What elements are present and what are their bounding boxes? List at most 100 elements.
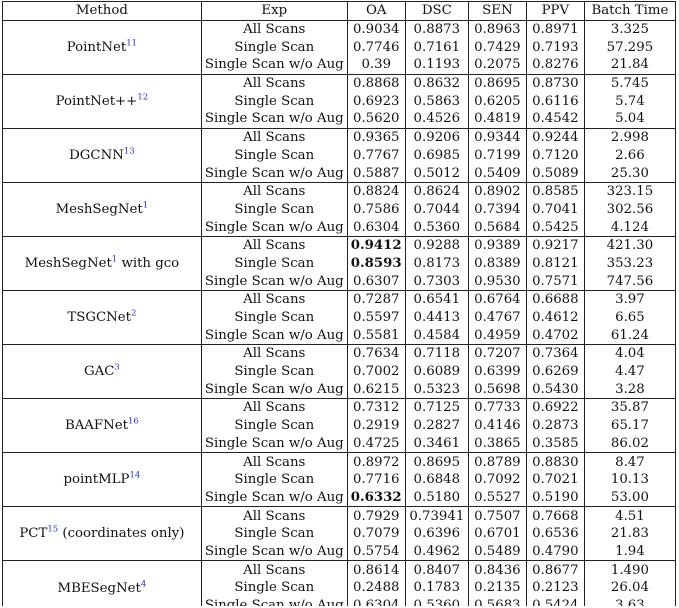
sen-cell: 0.4146 — [467, 416, 527, 435]
table-row: PointNet11 All Scans 0.9034 0.8873 0.8963 0.8… — [2, 19, 676, 75]
ppv-cell: 0.7193 — [525, 38, 585, 57]
dsc-cell: 0.5863 — [404, 92, 469, 111]
oa-cell: 0.6332 — [346, 488, 406, 508]
oa-cell: 0.7002 — [346, 362, 406, 381]
exp-cell: Single Scan — [200, 38, 348, 57]
oa-cell: 0.9365 — [346, 127, 406, 147]
table-row: BAAFNet16 All Scans 0.7312 0.7125 0.7733 0.69… — [2, 398, 676, 453]
method-name: MeshSegNet — [24, 255, 112, 271]
table-row: Single Scan w/o Aug 0.6304 0.5360 0.5683 0.5… — [3, 596, 676, 606]
exp-cell: All Scans — [200, 560, 348, 579]
citation-ref[interactable]: 12 — [137, 92, 149, 103]
dsc-cell: 0.4413 — [404, 308, 469, 327]
method-name: MBESegNet — [57, 580, 141, 596]
oa-cell: 0.7634 — [346, 344, 406, 363]
ppv-cell: 0.5430 — [525, 380, 585, 400]
ppv-cell: 0.8121 — [525, 254, 585, 273]
method-suffix: (coordinates only) — [58, 526, 185, 542]
oa-cell: 0.7312 — [346, 398, 406, 417]
ppv-cell: 0.7668 — [525, 506, 585, 525]
ppv-cell: 0.8677 — [525, 560, 585, 579]
sen-cell: 0.7429 — [467, 38, 527, 57]
dsc-cell: 0.6396 — [404, 524, 469, 543]
exp-cell: Single Scan — [200, 200, 348, 219]
citation-ref[interactable]: 11 — [126, 38, 138, 49]
dsc-cell: 0.8407 — [404, 560, 469, 579]
sen-cell: 0.3865 — [467, 434, 527, 454]
method-name: BAAFNet — [64, 418, 128, 434]
citation-ref[interactable]: 1 — [142, 200, 149, 211]
ppv-cell: 0.8830 — [525, 452, 585, 471]
header-oa: OA — [346, 1, 406, 21]
oa-cell: 0.9412 — [346, 235, 406, 255]
table-row: Single Scan 0.2919 0.2827 0.4146 0.2873 65.17 — [3, 416, 676, 435]
table-row: Single Scan w/o Aug 0.5620 0.4526 0.4819 0.4… — [3, 110, 676, 129]
citation-ref[interactable]: 13 — [123, 146, 135, 157]
table-row: Single Scan w/o Aug 0.4725 0.3461 0.3865 0.3… — [3, 434, 676, 454]
batch-time-cell: 8.47 — [583, 452, 676, 471]
exp-cell: Single Scan — [200, 579, 348, 597]
sen-cell: 0.8389 — [467, 254, 527, 273]
citation-ref[interactable]: 4 — [140, 579, 147, 590]
exp-cell: Single Scan — [200, 470, 348, 489]
method-cell: MBESegNet4 — [2, 560, 202, 606]
table-row: MBESegNet4 All Scans 0.8614 0.8407 0.8436 0.8… — [2, 560, 676, 606]
exp-cell: Single Scan w/o Aug — [200, 488, 348, 508]
oa-cell: 0.5620 — [346, 110, 406, 129]
ppv-cell: 0.2123 — [525, 579, 585, 597]
sen-cell: 0.7394 — [467, 200, 527, 219]
sen-cell: 0.5527 — [467, 488, 527, 508]
oa-cell: 0.8972 — [346, 452, 406, 471]
batch-time-cell: 1.94 — [583, 542, 676, 562]
oa-cell: 0.7287 — [346, 289, 406, 309]
ppv-cell: 0.6116 — [525, 92, 585, 111]
method-cell: GAC3 — [2, 344, 202, 399]
citation-ref[interactable]: 1 — [111, 254, 118, 265]
table-row: Single Scan w/o Aug 0.6332 0.5180 0.5527 0.5… — [3, 488, 676, 508]
ppv-cell: 0.8276 — [525, 56, 585, 75]
exp-cell: Single Scan w/o Aug — [200, 110, 348, 129]
method-cell: BAAFNet16 — [2, 398, 202, 453]
oa-cell: 0.7716 — [346, 470, 406, 489]
ppv-cell: 0.7021 — [525, 470, 585, 489]
sen-cell: 0.9344 — [467, 127, 527, 147]
batch-time-cell: 57.295 — [583, 38, 676, 57]
table-row: Single Scan 0.2488 0.1783 0.2135 0.2123 26.04 — [3, 579, 676, 597]
ppv-cell: 0.4790 — [525, 542, 585, 562]
sen-cell: 0.4767 — [467, 308, 527, 327]
table-row: Single Scan 0.7767 0.6985 0.7199 0.7120 2.66 — [3, 146, 676, 165]
table-row: Single Scan 0.5597 0.4413 0.4767 0.4612 6.65 — [3, 308, 676, 327]
citation-ref[interactable]: 2 — [130, 308, 137, 319]
table-row: Single Scan 0.7079 0.6396 0.6701 0.6536 21.83 — [3, 524, 676, 543]
citation-ref[interactable]: 3 — [114, 362, 120, 373]
method-cell: DGCNN13 — [2, 127, 202, 183]
sen-cell: 0.7199 — [467, 146, 527, 165]
batch-time-cell: 3.28 — [583, 380, 676, 400]
table-row: pointMLP14 All Scans 0.8972 0.8695 0.8789 0.8… — [2, 452, 676, 507]
sen-cell: 0.4959 — [467, 326, 527, 346]
exp-cell: All Scans — [200, 127, 348, 147]
citation-ref[interactable]: 14 — [129, 470, 141, 481]
batch-time-cell: 353.23 — [583, 254, 676, 273]
sen-cell: 0.8902 — [467, 181, 527, 201]
citation-ref[interactable]: 16 — [128, 416, 139, 427]
exp-cell: Single Scan w/o Aug — [200, 596, 348, 606]
table-row: Single Scan w/o Aug 0.5887 0.5012 0.5409 0.5… — [3, 164, 676, 183]
sen-cell: 0.5409 — [467, 164, 527, 183]
ppv-cell: 0.5089 — [525, 164, 585, 183]
sen-cell: 0.2135 — [467, 579, 527, 597]
method-name: PointNet++ — [55, 93, 138, 109]
batch-time-cell: 4.47 — [583, 362, 676, 381]
oa-cell: 0.8614 — [346, 560, 406, 579]
table-row: Single Scan 0.7002 0.6089 0.6399 0.6269 4.47 — [3, 362, 676, 381]
sen-cell: 0.6764 — [467, 289, 527, 309]
batch-time-cell: 4.51 — [583, 506, 676, 525]
table-row: Single Scan w/o Aug 0.5581 0.4584 0.4959 0.4… — [3, 326, 676, 346]
exp-cell: All Scans — [200, 235, 348, 255]
dsc-cell: 0.7044 — [404, 200, 469, 219]
method-cell: PointNet11 — [2, 19, 202, 75]
dsc-cell: 0.8632 — [404, 73, 469, 93]
citation-ref[interactable]: 15 — [47, 524, 59, 535]
ppv-cell: 0.7041 — [525, 200, 585, 219]
